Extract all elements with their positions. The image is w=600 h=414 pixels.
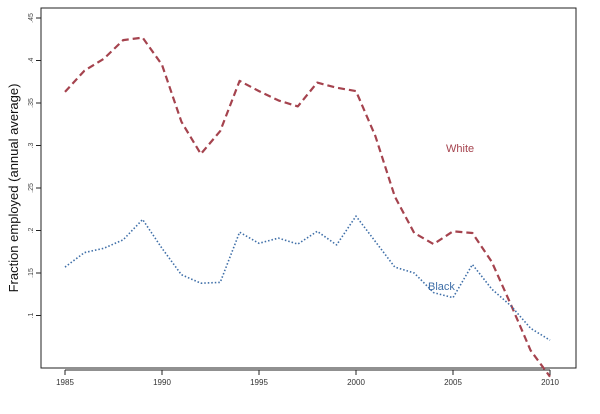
- y-axis-title: Fraction employed (annual average): [6, 84, 21, 293]
- y-tick-label-.1: .1: [28, 312, 35, 318]
- x-tick-label-2010: 2010: [541, 378, 559, 387]
- series-label-white: White: [446, 143, 474, 155]
- x-tick-label-1985: 1985: [56, 378, 74, 387]
- y-tick-label-.35: .35: [28, 98, 35, 108]
- plot-frame: [40, 7, 577, 369]
- series-line-white: [64, 36, 551, 378]
- series-label-black: Black: [428, 281, 455, 293]
- x-tick-label-1990: 1990: [153, 378, 171, 387]
- y-tick-label-.4: .4: [28, 57, 35, 63]
- x-tick-label-2005: 2005: [444, 378, 462, 387]
- series-lines: [64, 36, 551, 378]
- y-tick-label-.2: .2: [28, 227, 35, 233]
- series-line-black: [64, 215, 551, 341]
- y-tick-label-.15: .15: [28, 268, 35, 278]
- x-axis-ticks: 1985 1990 1995 2000 2005 2010: [56, 370, 559, 387]
- x-tick-label-2000: 2000: [347, 378, 365, 387]
- y-tick-label-.3: .3: [28, 142, 35, 148]
- y-axis-ticks: .1 .15 .2 .25 .3 .35 .4 .45: [28, 13, 41, 318]
- x-tick-label-1995: 1995: [250, 378, 268, 387]
- y-tick-label-.45: .45: [28, 13, 35, 23]
- y-tick-label-.25: .25: [28, 183, 35, 193]
